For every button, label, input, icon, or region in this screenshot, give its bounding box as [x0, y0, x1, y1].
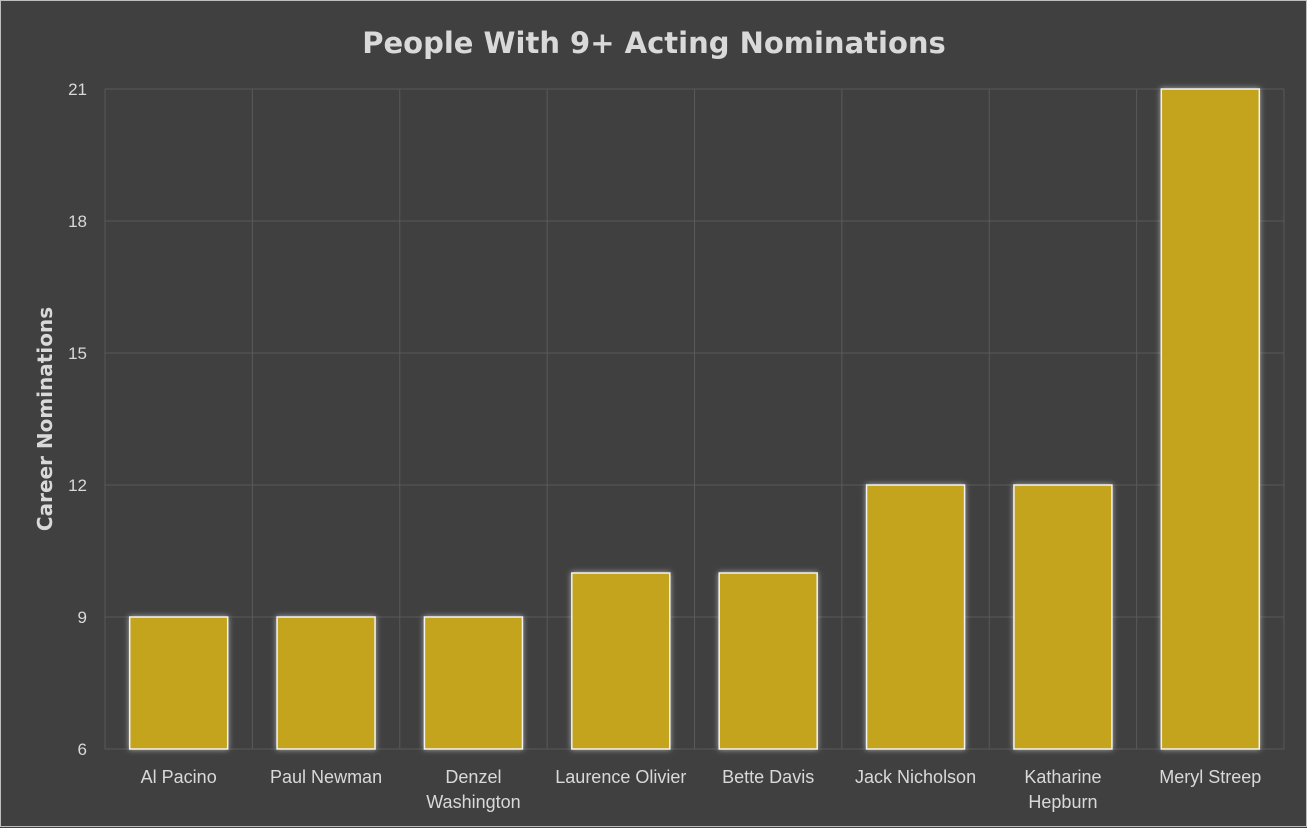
y-tick-label: 9 — [78, 608, 87, 627]
x-category-label: Al Pacino — [141, 767, 217, 787]
chart-title: People With 9+ Acting Nominations — [362, 26, 946, 60]
x-category-label: Jack Nicholson — [855, 767, 976, 787]
y-tick-label: 12 — [68, 476, 87, 495]
bar — [718, 572, 818, 750]
gridlines — [104, 88, 1285, 750]
x-axis-categories: Al Pacino Paul Newman Denzel Washington Laur… — [141, 767, 1262, 812]
x-category-label: Meryl Streep — [1159, 767, 1261, 787]
bar — [865, 484, 966, 750]
bar — [1013, 484, 1113, 750]
y-tick-label: 6 — [78, 740, 87, 759]
bar — [276, 616, 376, 750]
bars — [128, 88, 1261, 750]
bar — [571, 572, 671, 750]
x-category-label: Laurence Olivier — [555, 767, 686, 787]
y-tick-label: 21 — [68, 80, 87, 99]
x-category-label: Katharine — [1024, 767, 1101, 787]
bar — [1160, 88, 1261, 750]
y-tick-label: 18 — [68, 212, 87, 231]
x-category-label: Bette Davis — [722, 767, 814, 787]
bar — [128, 616, 229, 750]
x-category-label: Paul Newman — [270, 767, 382, 787]
y-axis-ticks: 6 9 12 15 18 21 — [68, 80, 87, 759]
x-category-label: Washington — [426, 792, 520, 812]
bar — [423, 616, 524, 750]
y-tick-label: 15 — [68, 344, 87, 363]
y-axis-label: Career Nominations — [33, 307, 57, 531]
x-category-label: Denzel — [445, 767, 501, 787]
x-category-label: Hepburn — [1028, 792, 1097, 812]
